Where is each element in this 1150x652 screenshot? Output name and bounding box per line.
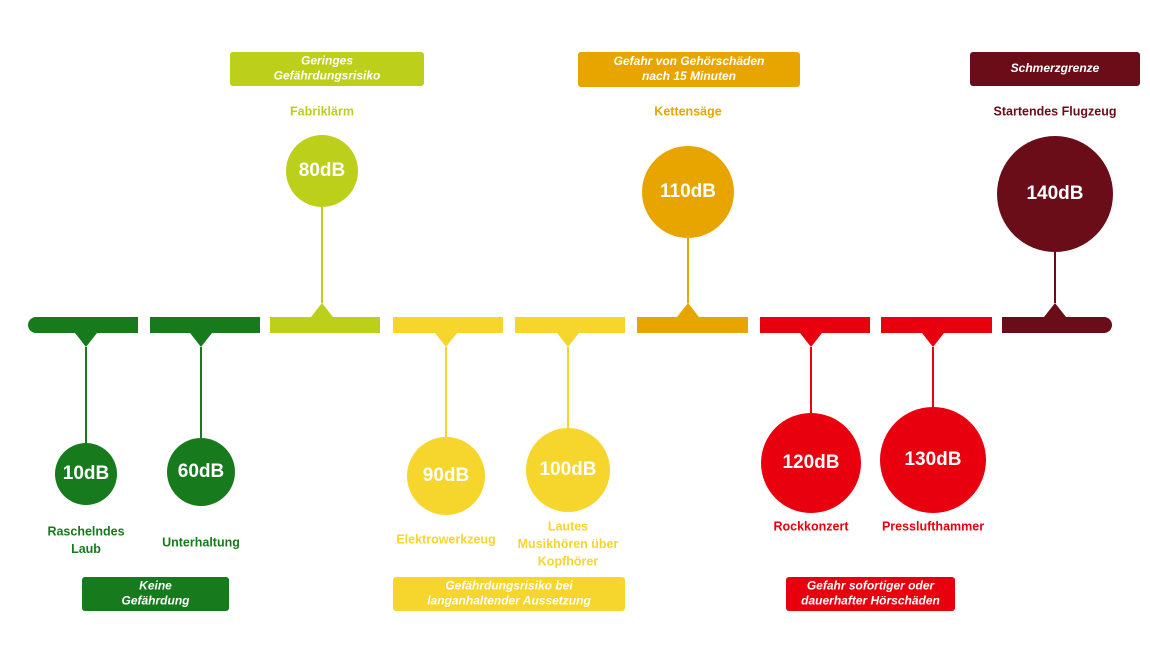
timeline-segment [1002, 317, 1104, 333]
category-box [393, 577, 625, 611]
node-circle [642, 146, 734, 238]
source-label: Presslufthammer [882, 519, 984, 533]
timeline-segment [760, 317, 870, 333]
category-box [786, 577, 955, 611]
category-label: Gefährdungsrisiko bei [445, 579, 573, 593]
connector-arrow [922, 333, 944, 347]
category-box [970, 52, 1140, 86]
category-label: Gefährdungsrisiko [274, 69, 381, 83]
connector-arrow [1044, 303, 1066, 317]
decibel-label: 100dB [539, 459, 596, 480]
source-label: Musikhören über [518, 537, 619, 551]
timeline-segment [270, 317, 380, 333]
node-circle [407, 437, 485, 515]
category-box [230, 52, 424, 86]
decibel-label: 110dB [660, 181, 716, 202]
connector-arrow [677, 303, 699, 317]
category-label: Gefahr sofortiger oder [807, 579, 936, 593]
source-label: Fabriklärm [290, 104, 354, 118]
decibel-label: 120dB [782, 452, 839, 473]
source-label: Laub [71, 542, 101, 556]
source-label: Elektrowerkzeug [396, 532, 495, 546]
connector-arrow [800, 333, 822, 347]
timeline-segment [637, 317, 748, 333]
connector-arrow [435, 333, 457, 347]
timeline-segment [515, 317, 625, 333]
category-label: Gefahr von Gehörschäden [614, 54, 765, 68]
node-circle [167, 438, 235, 506]
category-label: nach 15 Minuten [642, 69, 736, 83]
decibel-label: 60dB [178, 461, 224, 482]
node-circle [761, 413, 861, 513]
category-label: Geringes [301, 54, 353, 68]
decibel-label: 80dB [299, 160, 345, 181]
source-label: Kopfhörer [538, 554, 599, 568]
node-circle [997, 136, 1113, 252]
timeline-segment [393, 317, 503, 333]
category-box [82, 577, 229, 611]
connector-arrow [311, 303, 333, 317]
node-circle [526, 428, 610, 512]
connector-arrow [557, 333, 579, 347]
category-label: Schmerzgrenze [1011, 61, 1100, 75]
category-label: langanhaltender Aussetzung [427, 594, 591, 608]
category-label: Keine [139, 579, 172, 593]
source-label: Raschelndes [47, 524, 124, 538]
node-circle [286, 135, 358, 207]
timeline-segment [36, 317, 138, 333]
timeline-segment [881, 317, 992, 333]
timeline-segment [150, 317, 260, 333]
connector-arrow [75, 333, 97, 347]
node-circle [55, 443, 117, 505]
connector-arrow [190, 333, 212, 347]
node-circle [880, 407, 986, 513]
source-label: Lautes [548, 519, 588, 533]
category-box [578, 52, 800, 87]
source-label: Kettensäge [654, 104, 721, 118]
decibel-label: 10dB [63, 463, 109, 484]
decibel-label: 140dB [1026, 183, 1083, 204]
category-label: dauerhafter Hörschäden [801, 594, 940, 608]
source-label: Startendes Flugzeug [994, 104, 1117, 118]
decibel-label: 90dB [423, 465, 469, 486]
source-label: Unterhaltung [162, 535, 240, 549]
source-label: Rockkonzert [773, 519, 849, 533]
category-label: Gefährdung [122, 594, 191, 608]
decibel-label: 130dB [904, 449, 961, 470]
